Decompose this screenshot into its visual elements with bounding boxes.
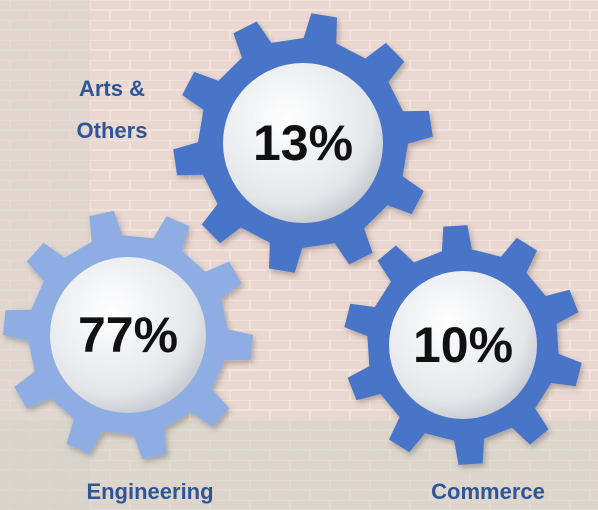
label: Engineering — [86, 479, 213, 504]
percent: 13% — [253, 115, 353, 171]
gear-disc — [389, 271, 537, 419]
gear — [344, 225, 582, 465]
label-line: Arts & Others — [77, 76, 148, 143]
gear — [173, 13, 433, 273]
label: Commerce — [431, 479, 545, 504]
percent: 77% — [78, 307, 178, 363]
label-continued: Others — [77, 118, 148, 143]
gear-disc — [50, 257, 206, 413]
percent: 10% — [413, 317, 513, 373]
label: Arts & — [79, 76, 145, 101]
gear — [3, 210, 253, 460]
gear-disc — [223, 63, 383, 223]
